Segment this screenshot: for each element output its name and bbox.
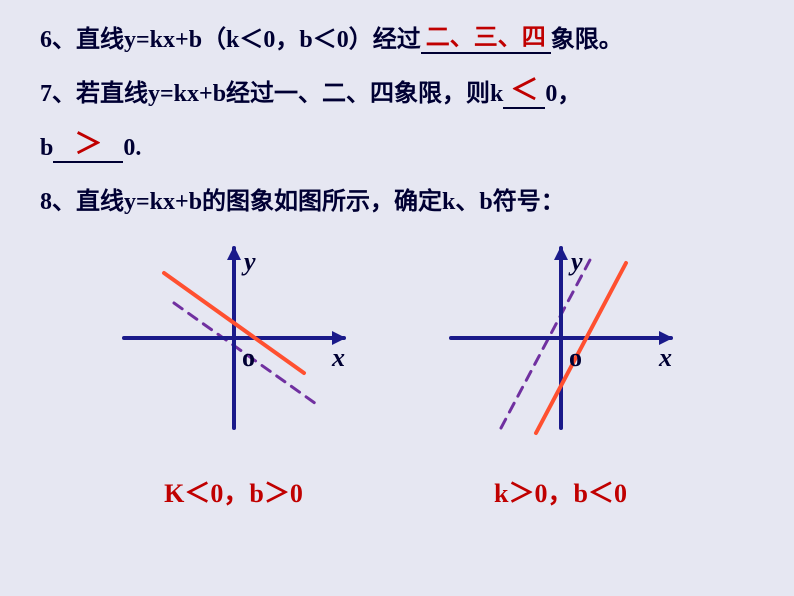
graph-2-block: y x o k＞0，b＜0: [431, 238, 691, 510]
q6-answer: 二、三、四: [426, 25, 546, 51]
svg-text:y: y: [241, 247, 256, 276]
q7-l2-suffix: 0.: [123, 135, 141, 161]
q7-l1-prefix: 7、若直线y=kx+b经过一、二、四象限，则k: [40, 81, 503, 107]
svg-text:x: x: [331, 343, 345, 372]
q6-blank: 二、三、四: [421, 28, 551, 54]
graph-1-block: y x o K＜0，b＞0: [104, 238, 364, 510]
question-6: 6、直线y=kx+b（k＜0，b＜0）经过二、三、四象限。: [40, 22, 754, 58]
q7-l2-prefix: b: [40, 135, 53, 161]
question-8: 8、直线y=kx+b的图象如图所示，确定k、b符号：: [40, 184, 754, 220]
q8-text: 8、直线y=kx+b的图象如图所示，确定k、b符号：: [40, 189, 565, 215]
q6-prefix: 6、直线y=kx+b（k＜0，b＜0）经过: [40, 27, 421, 53]
svg-text:o: o: [242, 343, 255, 372]
question-7-line1: 7、若直线y=kx+b经过一、二、四象限，则k＜0，: [40, 76, 754, 112]
q7-l1-answer: ＜: [510, 75, 538, 106]
graph-1-caption: K＜0，b＞0: [104, 473, 364, 510]
q6-suffix: 象限。: [551, 27, 623, 53]
graph-2-caption: k＞0，b＜0: [431, 473, 691, 510]
q7-l2-answer: ＞: [74, 129, 102, 160]
q7-l1-suffix: 0，: [545, 81, 581, 107]
question-7-line2: b＞0.: [40, 130, 754, 166]
graphs-container: y x o K＜0，b＞0 y x o k＞0，b＜0: [40, 238, 754, 510]
svg-text:y: y: [568, 247, 583, 276]
q7-blank1: ＜: [503, 79, 545, 109]
svg-text:o: o: [569, 343, 582, 372]
graph-2: y x o: [431, 238, 691, 438]
q7-blank2: ＞: [53, 133, 123, 163]
svg-text:x: x: [658, 343, 672, 372]
graph-1: y x o: [104, 238, 364, 438]
